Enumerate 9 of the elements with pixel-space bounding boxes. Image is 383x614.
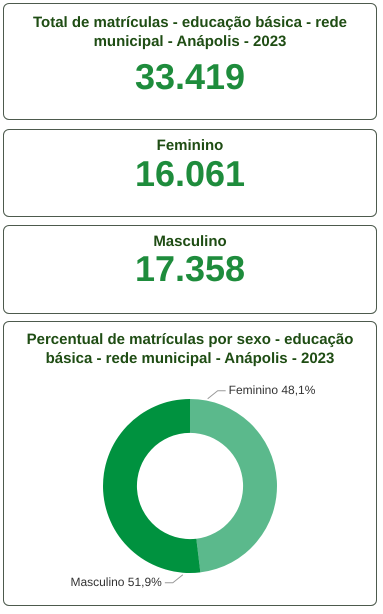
text: Total de matrículas - educação básica - rede municipal - Anápolis - 2023: [32, 13, 348, 51]
text: Masculino: [152, 232, 228, 251]
slice-label: Feminino 48,1%: [228, 383, 316, 398]
text: 33.419: [134, 56, 246, 98]
text: Feminino: [156, 136, 224, 155]
text: 16.061: [134, 153, 246, 195]
slice-label: Masculino 51,9%: [70, 575, 162, 590]
chart-title: Percentual de matrículas por sexo - educação básica - rede municipal - Anápolis - 2023: [26, 330, 354, 368]
text: 17.358: [134, 248, 246, 290]
